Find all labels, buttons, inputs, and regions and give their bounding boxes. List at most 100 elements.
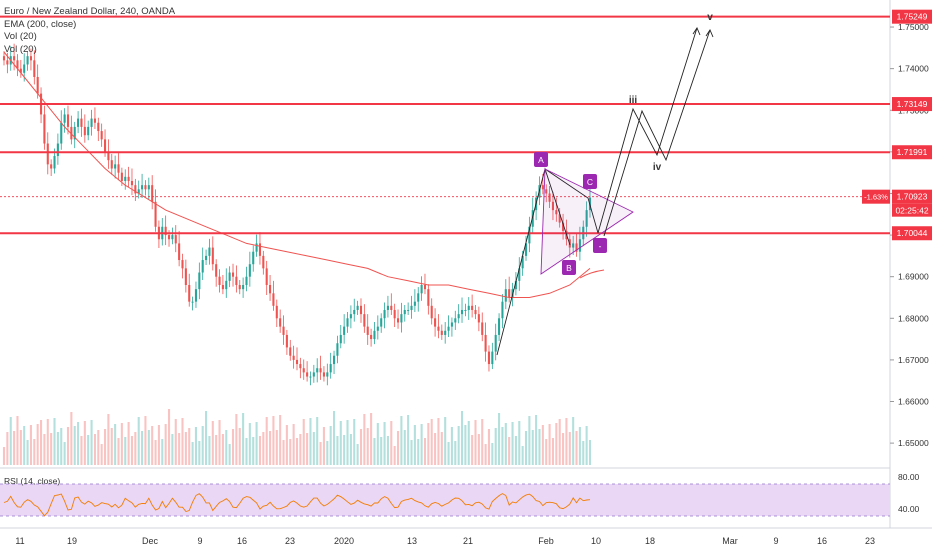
- candle-body: [562, 222, 565, 231]
- candle-body: [33, 60, 36, 77]
- x-tick-label: 16: [237, 536, 247, 546]
- candle-body: [60, 122, 63, 144]
- candle-body: [491, 351, 494, 365]
- volume-bar: [208, 436, 211, 465]
- volume-bar: [417, 439, 420, 465]
- volume-bar: [420, 424, 423, 465]
- candle-body: [50, 164, 53, 169]
- candle-body: [56, 143, 59, 157]
- level-tag: [892, 145, 932, 160]
- candle-body: [100, 131, 103, 140]
- volume-bar: [83, 421, 86, 465]
- candle-body: [63, 114, 66, 123]
- volume-bar: [346, 420, 349, 465]
- candle-body: [464, 309, 467, 311]
- volume-bar: [588, 440, 592, 465]
- volume-bar: [29, 425, 32, 465]
- legend-symbol: Euro / New Zealand Dollar, 240, OANDA: [4, 6, 176, 17]
- candle-body: [272, 293, 275, 306]
- x-tick-label: Feb: [538, 536, 554, 546]
- level-tag: [892, 97, 932, 112]
- candle-body: [279, 318, 282, 327]
- wave-label-iii: iii: [629, 95, 638, 106]
- volume-bar: [63, 442, 66, 465]
- volume-bar: [53, 418, 56, 465]
- volume-bar: [494, 428, 497, 465]
- volume-bar: [434, 433, 437, 465]
- candle-body: [322, 372, 325, 377]
- volume-bar: [215, 435, 218, 465]
- volume-bar: [309, 418, 312, 465]
- x-tick-label: Mar: [722, 536, 738, 546]
- candle-body: [285, 334, 288, 348]
- volume-bar: [403, 430, 406, 465]
- candle-body: [188, 285, 191, 302]
- volume-bar: [70, 412, 73, 465]
- volume-bar: [248, 423, 251, 465]
- x-tick-label: 19: [67, 536, 77, 546]
- legend-vol-1: Vol (20): [4, 31, 37, 42]
- volume-bar: [194, 427, 198, 465]
- y-tick-label: 1.75000: [898, 22, 929, 32]
- candle-body: [346, 318, 349, 327]
- volume-bar: [13, 431, 16, 465]
- rsi-tick-label: 80.00: [898, 472, 920, 482]
- level-tag: [892, 9, 932, 24]
- candle-body: [545, 189, 548, 194]
- wave-badge-label: B: [566, 263, 572, 273]
- candle-body: [477, 314, 480, 323]
- volume-bar: [184, 432, 187, 465]
- candle-body: [386, 305, 389, 310]
- candle-body: [333, 355, 336, 365]
- volume-bar: [329, 426, 332, 465]
- volume-bar: [383, 422, 386, 465]
- candle-body: [528, 226, 531, 244]
- legend-ema: EMA (200, close): [4, 18, 77, 30]
- candle-body: [13, 56, 16, 61]
- wave-badge-label: C: [587, 177, 593, 187]
- volume-bar: [373, 438, 376, 465]
- candle-body: [205, 255, 208, 261]
- volume-bar: [73, 426, 76, 465]
- candle-body: [484, 334, 487, 352]
- candle-body: [444, 330, 447, 335]
- x-tick-label: 2020: [334, 536, 354, 546]
- candle-body: [258, 243, 261, 256]
- volume-bar: [339, 421, 342, 465]
- volume-bar: [407, 415, 410, 465]
- volume-bar: [117, 438, 120, 465]
- volume-bar: [484, 444, 487, 465]
- volume-bar: [498, 413, 501, 465]
- candle-body: [471, 305, 474, 310]
- volume-bar: [285, 425, 288, 465]
- candle-body: [302, 368, 305, 373]
- candle-body: [235, 276, 238, 286]
- candle-body: [578, 239, 581, 252]
- candle-body: [413, 301, 416, 306]
- candle-body: [400, 314, 403, 323]
- candle-body: [504, 289, 507, 302]
- candle-body: [316, 368, 319, 373]
- volume-bar: [376, 423, 379, 465]
- candle-body: [77, 118, 80, 127]
- candle-body: [295, 359, 299, 365]
- y-tick-label: 1.67000: [898, 355, 929, 365]
- volume-bar: [410, 440, 413, 465]
- candle-body: [380, 318, 383, 327]
- candle-body: [23, 64, 26, 73]
- volume-bar: [487, 429, 491, 465]
- candle-body: [447, 326, 450, 331]
- volume-bar: [390, 421, 393, 465]
- candle-body: [110, 160, 113, 169]
- volume-bar: [491, 443, 494, 465]
- change-tag-label: -1.63%: [864, 193, 888, 202]
- volume-bar: [23, 426, 26, 465]
- candle-body: [137, 189, 140, 194]
- volume-bar: [363, 414, 366, 465]
- candle-body: [376, 326, 379, 331]
- rsi-line: [3, 493, 591, 517]
- triangle-pattern: [540, 168, 634, 275]
- volume-bar: [9, 417, 12, 465]
